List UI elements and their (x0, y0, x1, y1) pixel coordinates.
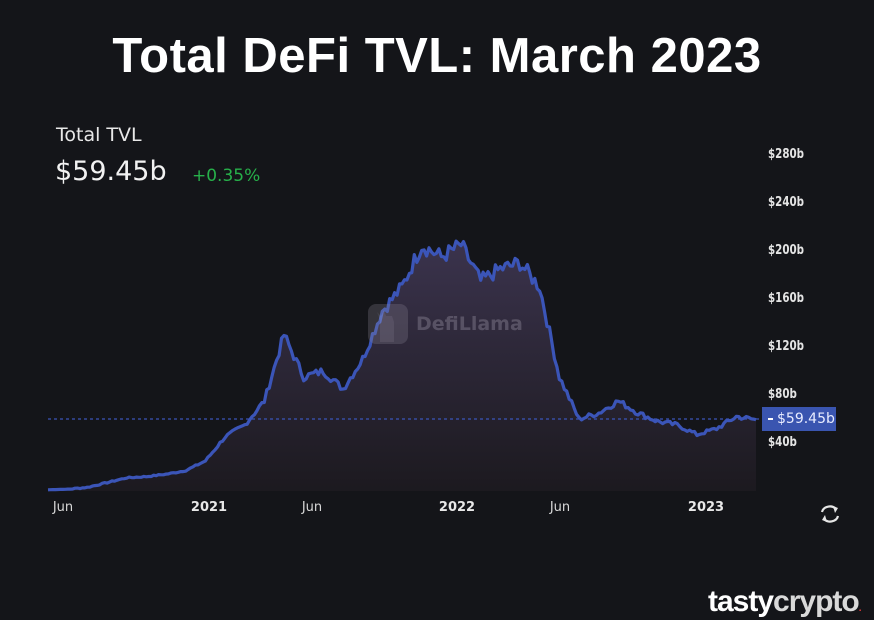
y-tick-40: $40b (768, 435, 797, 450)
x-tick-2021: 2021 (190, 500, 228, 515)
y-tick-160: $160b (768, 291, 805, 306)
defillama-watermark: DefiLlama (368, 302, 523, 346)
y-tick-80: $80b (768, 387, 797, 402)
y-tick-240: $240b (768, 195, 805, 210)
brand-dot: . (858, 603, 862, 614)
page-title: Total DeFi TVL: March 2023 (112, 29, 762, 83)
chart-line (47, 239, 757, 492)
current-value-badge: $59.45b (762, 407, 836, 431)
x-tick-2023: 2023 (687, 500, 725, 515)
chart-area-fill (48, 241, 756, 491)
current-value-text: $59.45b (777, 411, 835, 427)
tvl-change-badge: +0.35% (192, 166, 261, 186)
tvl-label: Total TVL (56, 124, 142, 146)
x-tick-jun-2021: Jun (301, 500, 323, 515)
tvl-value: $59.45b (55, 156, 167, 187)
y-tick-280: $280b (768, 147, 805, 162)
x-tick-2022: 2022 (438, 500, 476, 515)
y-tick-120: $120b (768, 339, 805, 354)
llama-logo-icon (368, 304, 408, 344)
refresh-icon[interactable] (818, 503, 842, 525)
x-tick-jun-2020: Jun (52, 500, 74, 515)
brand-part2: crypto (773, 585, 860, 618)
tastycrypto-logo: tastycrypto. (708, 585, 861, 619)
y-tick-200: $200b (768, 243, 805, 258)
x-tick-jun-2022: Jun (549, 500, 571, 515)
watermark-text: DefiLlama (416, 313, 523, 335)
brand-part1: tasty (708, 585, 774, 618)
